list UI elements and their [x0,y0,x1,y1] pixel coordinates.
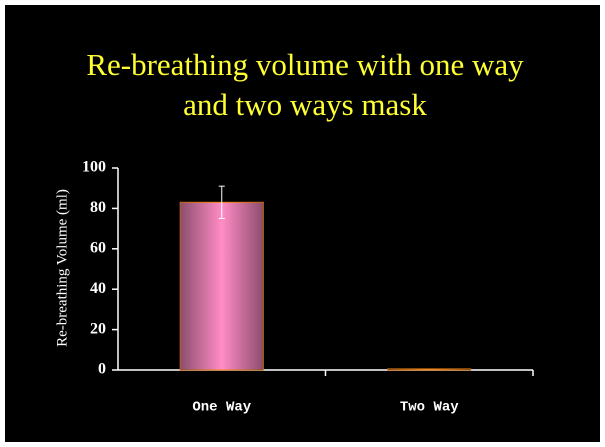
bar-shade [387,368,471,370]
y-tick-label: 0 [98,361,106,378]
y-tick-label: 20 [90,320,106,337]
x-tick-label: Two Way [400,400,459,416]
x-tick-label: One Way [192,400,251,416]
y-axis-label: Re-breathing Volume (ml) [54,189,70,347]
slide: Re-breathing volume with one way and two… [5,5,600,442]
y-tick-label: 60 [90,239,106,256]
y-tick-label: 40 [90,280,106,297]
y-tick-label: 80 [90,199,106,216]
chart-title: Re-breathing volume with one way and two… [86,47,524,122]
y-tick-label: 100 [82,159,106,176]
bar-shade [180,202,264,370]
chart: Re-breathing Volume (ml) 0 20 40 60 80 100 One… [54,159,534,416]
